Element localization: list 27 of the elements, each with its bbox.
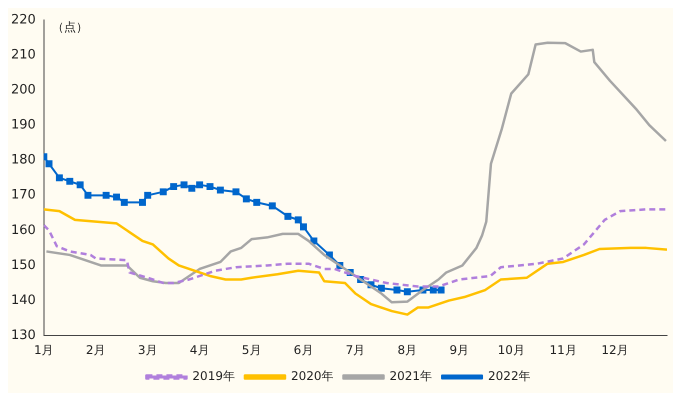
x-tick-label: 3月 <box>138 342 158 357</box>
y-tick-label: 220 <box>10 12 36 28</box>
x-tick-label: 10月 <box>498 342 525 357</box>
y-tick-label: 200 <box>10 82 36 98</box>
legend-label: 2020年 <box>290 369 334 384</box>
y-tick-label: 210 <box>10 47 36 62</box>
y-tick-label: 190 <box>10 118 36 133</box>
y-axis-title: （点） <box>52 20 88 34</box>
x-tick-label: 11月 <box>549 342 577 357</box>
y-tick-label: 180 <box>10 152 36 168</box>
y-tick-label: 130 <box>10 328 36 343</box>
x-tick-label: 5月 <box>242 342 262 357</box>
x-tick-label: 2月 <box>86 342 106 357</box>
x-tick-label: 6月 <box>294 342 314 357</box>
legend-label: 2021年 <box>390 369 432 384</box>
y-tick-label: 150 <box>10 258 36 273</box>
x-tick-label: 4月 <box>190 342 210 357</box>
x-tick-label: 12月 <box>601 342 629 357</box>
x-tick-label: 1月 <box>34 342 54 357</box>
y-tick-label: 140 <box>10 292 36 308</box>
x-tick-label: 7月 <box>346 342 366 357</box>
x-tick-label: 8月 <box>398 342 418 357</box>
y-tick-label: 160 <box>10 222 36 238</box>
y-tick-label: 170 <box>10 188 36 203</box>
legend-label: 2019年 <box>192 369 235 384</box>
legend-label: 2022年 <box>488 369 531 384</box>
x-tick-label: 9月 <box>449 342 470 357</box>
